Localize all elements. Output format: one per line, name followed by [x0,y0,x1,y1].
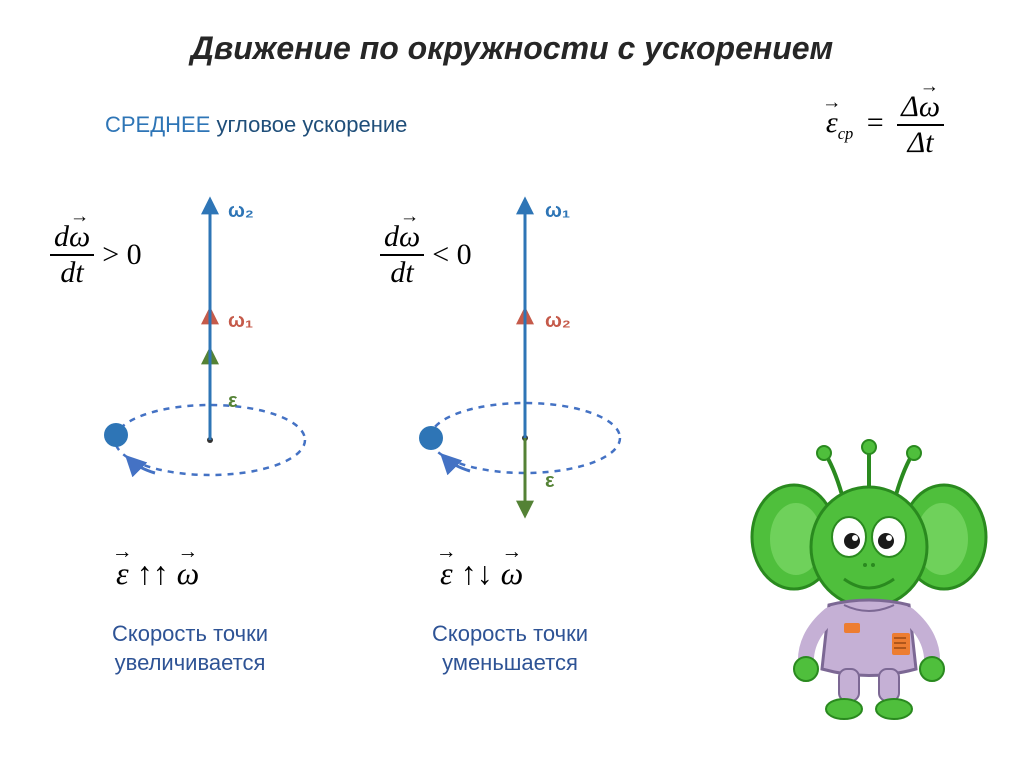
up2-left: ↑ [153,555,169,591]
up1-left: ↑ [137,555,153,591]
alien-mascot-icon [744,437,994,727]
omega-rel-left: ω [177,555,200,591]
eps-subscript: ср [838,124,854,143]
formula-average-epsilon: εср = Δω Δt [826,90,944,160]
delta-den: Δ [908,126,926,159]
omega-rel-right: ω [501,555,524,591]
eps-rel-right: ε [440,555,453,591]
eps-label-left: ε [228,390,238,413]
relation-right: ε ↑↓ ω [440,555,523,592]
up-right: ↑ [461,555,477,591]
fraction: Δω Δt [897,90,944,160]
caption-right: Скорость точки уменьшается [395,620,625,677]
left-diagram [60,180,340,520]
eps-rel-left: ε [116,555,129,591]
omega2-label-right: ω₂ [545,310,571,333]
eps-symbol: ε [826,106,838,139]
omega2-label-left: ω₂ [228,200,254,223]
omega1-label-right: ω₁ [545,200,570,223]
caption-left: Скорость точки увеличивается [75,620,305,677]
relation-left: ε ↑↑ ω [116,555,199,592]
subtitle-rest: угловое ускорение [210,112,407,137]
down-right: ↓ [477,555,493,591]
delta-num: Δ [901,90,919,123]
omega-num: ω [919,90,940,123]
right-diagram [380,180,660,540]
subtitle-avg: СРЕДНЕЕ [105,112,210,137]
t-den: t [925,126,933,159]
page-title: Движение по окружности с ускорением [0,30,1024,67]
omega1-label-left: ω₁ [228,310,253,333]
subtitle: СРЕДНЕЕ угловое ускорение [105,112,407,138]
eps-label-right: ε [545,470,555,493]
equals: = [867,106,884,139]
